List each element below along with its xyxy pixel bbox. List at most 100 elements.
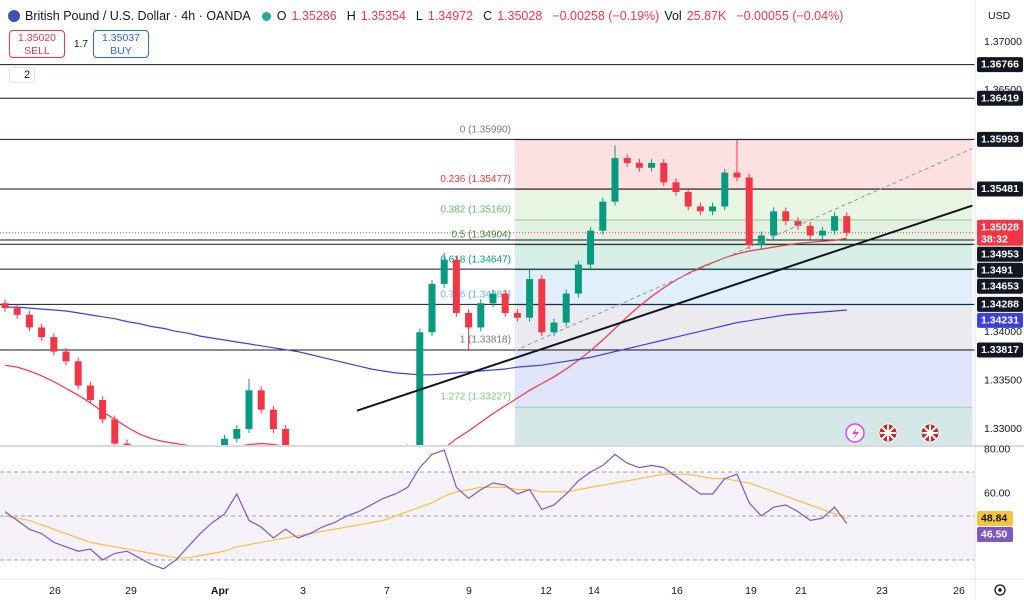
price-label: 1.35993	[981, 134, 1019, 146]
moving-average	[5, 306, 847, 376]
fib-label: 0.618 (1.34647)	[440, 254, 511, 265]
fib-label: 1 (1.33818)	[460, 335, 511, 346]
settings-icon[interactable]	[994, 584, 1006, 596]
candle-body	[74, 361, 82, 386]
y-tick-label: 1.34000	[984, 326, 1022, 338]
fib-label: 0.236 (1.35477)	[440, 174, 511, 185]
close: C 1.35028	[483, 9, 547, 23]
candle-body	[782, 211, 790, 222]
rsi-pane	[0, 449, 975, 570]
candle-body	[562, 293, 570, 323]
header: British Pound / U.S. Dollar · 4h · OANDA…	[8, 7, 848, 25]
candle-body	[86, 385, 94, 401]
candle-body	[99, 400, 107, 420]
volume-key: Vol	[664, 9, 682, 23]
price-label: 1.34231	[981, 314, 1019, 326]
candle-body	[538, 279, 546, 333]
sell-price: 1.35020	[18, 32, 56, 44]
x-tick-label: 16	[671, 585, 683, 597]
ohlc-value: 1.34972	[427, 9, 474, 23]
fib-band	[514, 269, 973, 305]
status-dot	[261, 11, 271, 21]
candle-body	[806, 225, 814, 236]
candle-body	[416, 332, 424, 445]
x-tick-label: 29	[125, 585, 137, 597]
candle-body	[221, 438, 229, 445]
candle-body	[38, 327, 46, 338]
candle-body	[587, 230, 595, 265]
candle-body	[611, 158, 619, 202]
trend-line	[514, 147, 973, 352]
fib-label: 1.272 (1.33227)	[440, 392, 511, 403]
change: −0.00258 (−0.19%)	[552, 9, 660, 23]
candle-body	[1, 303, 9, 309]
y-tick-label: 1.37000	[984, 36, 1022, 48]
volume-change: −0.00055 (−0.04%)	[736, 9, 844, 23]
fib-band	[514, 244, 973, 270]
candle-body	[513, 312, 521, 318]
candle-body	[550, 322, 558, 333]
candle-body	[489, 293, 497, 304]
price-label: 1.35481	[981, 183, 1019, 195]
candle-body	[13, 308, 21, 315]
candle-body	[477, 303, 485, 328]
rsi-label-bg	[977, 527, 1013, 543]
volume-value: 25.87K	[686, 9, 727, 23]
candle-body	[818, 230, 826, 236]
candle-body	[526, 279, 534, 318]
candle-body	[684, 191, 692, 207]
x-tick-label: 12	[540, 585, 552, 597]
x-tick-label: Apr	[211, 585, 229, 597]
fib-band	[514, 139, 973, 190]
fib-label: 0.382 (1.35160)	[440, 205, 511, 216]
fib-band	[514, 304, 973, 350]
price-label-bg	[977, 246, 1023, 262]
candle-body	[733, 172, 741, 178]
candle-body	[648, 162, 656, 168]
trend-line	[356, 204, 973, 412]
price-label: 1.34288	[981, 298, 1019, 310]
candle-body	[245, 390, 253, 430]
x-tick-label: 26	[953, 585, 965, 597]
candle-body	[770, 211, 778, 236]
price-label: 1.3491	[981, 264, 1013, 276]
candle-body	[635, 162, 643, 168]
candle-body	[50, 337, 58, 352]
x-tick-label: 9	[466, 585, 472, 597]
low: L 1.34972	[416, 9, 478, 23]
price-label-bg	[977, 131, 1023, 147]
ohlc-value: 1.35354	[360, 9, 406, 23]
candle-body	[660, 162, 668, 183]
currency-label[interactable]: USD	[988, 10, 1011, 22]
price-label-bg	[977, 90, 1023, 106]
collapse-indicators[interactable]: 2	[9, 67, 35, 83]
candle-body	[709, 206, 717, 212]
candle-body	[757, 235, 765, 246]
candle-body	[721, 172, 729, 207]
price-label: 1.34653	[981, 280, 1019, 292]
candle-body	[62, 351, 70, 362]
price-label-bg	[977, 312, 1023, 328]
symbol-title[interactable]: British Pound / U.S. Dollar · 4h · OANDA	[25, 9, 251, 23]
buy-label: BUY	[110, 45, 132, 57]
high: H 1.35354	[347, 9, 411, 23]
x-tick-label: 19	[745, 585, 757, 597]
rsi-line	[4, 473, 848, 559]
candle-body	[136, 458, 143, 468]
y-tick-label: 1.33000	[984, 423, 1022, 435]
price-label-bg	[977, 296, 1023, 312]
rsi-label-bg	[977, 511, 1013, 527]
y-tick-label: 1.33500	[984, 374, 1022, 386]
x-tick-label: 26	[49, 585, 61, 597]
buy-button[interactable]: 1.35037 BUY	[93, 30, 149, 58]
fib-label: 0.5 (1.34904)	[451, 229, 511, 240]
candle-body	[282, 429, 290, 445]
price-label-bg	[977, 57, 1023, 73]
candle-body	[233, 429, 241, 439]
sell-button[interactable]: 1.35020 SELL	[9, 30, 65, 58]
price-label: 1.33817	[981, 344, 1019, 356]
price-label-bg	[977, 278, 1023, 294]
candle-body	[599, 201, 607, 231]
rsi-tick-label: 60.00	[984, 488, 1010, 500]
